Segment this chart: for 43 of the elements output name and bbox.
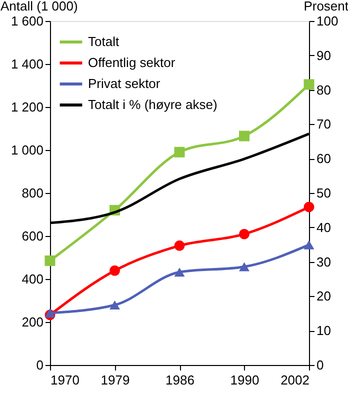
x-tick-label: 1979 xyxy=(100,372,130,388)
x-tick-label: 1990 xyxy=(230,372,260,388)
y2-tick-label: 100 xyxy=(316,14,338,28)
y2-tick-label: 50 xyxy=(316,186,331,200)
y2-tick-label: 40 xyxy=(316,220,331,235)
y2-tick-label: 30 xyxy=(316,254,331,270)
y2-tick-label: 60 xyxy=(316,151,331,166)
y-tick-label: 600 xyxy=(22,228,44,244)
y2-tick-label: 80 xyxy=(316,82,331,98)
point xyxy=(304,202,314,212)
point xyxy=(304,240,314,250)
y2-tick-label: 0 xyxy=(316,358,324,372)
point xyxy=(239,130,250,142)
y-tick-label: 800 xyxy=(22,186,44,200)
y2-tick-label: 70 xyxy=(316,116,331,132)
y2-tick-label: 20 xyxy=(316,288,331,304)
legend-label: Offentlig sektor xyxy=(88,55,176,70)
point xyxy=(174,146,185,158)
point xyxy=(174,240,185,251)
y-tick-label: 1 400 xyxy=(10,56,44,72)
point xyxy=(44,308,56,318)
point xyxy=(174,268,185,277)
x-tick-label: 1986 xyxy=(166,372,194,388)
y-tick-label: 400 xyxy=(22,272,44,286)
legend-label: Totalt xyxy=(88,34,120,49)
point xyxy=(304,79,314,90)
y2-tick-label: 90 xyxy=(316,48,331,63)
y-tick-label: 1 200 xyxy=(10,100,44,114)
y-axis-title: Antall (1 000) xyxy=(0,0,78,14)
legend-label: Privat sektor xyxy=(88,76,161,91)
y-tick-label: 200 xyxy=(22,314,44,330)
y-tick-label: 1 600 xyxy=(10,14,44,28)
x-tick-label: 1970 xyxy=(50,372,80,388)
point xyxy=(44,255,56,266)
x-tick-label: 2002 xyxy=(280,372,310,388)
point xyxy=(239,228,250,240)
point xyxy=(110,300,120,310)
point xyxy=(110,265,120,276)
y-tick-label: 0 xyxy=(36,358,44,372)
legend-label: Totalt i % (høyre akse) xyxy=(88,97,218,112)
y2-tick-label: 10 xyxy=(316,323,331,338)
y-tick-label: 1 000 xyxy=(10,142,44,158)
point xyxy=(239,262,250,272)
